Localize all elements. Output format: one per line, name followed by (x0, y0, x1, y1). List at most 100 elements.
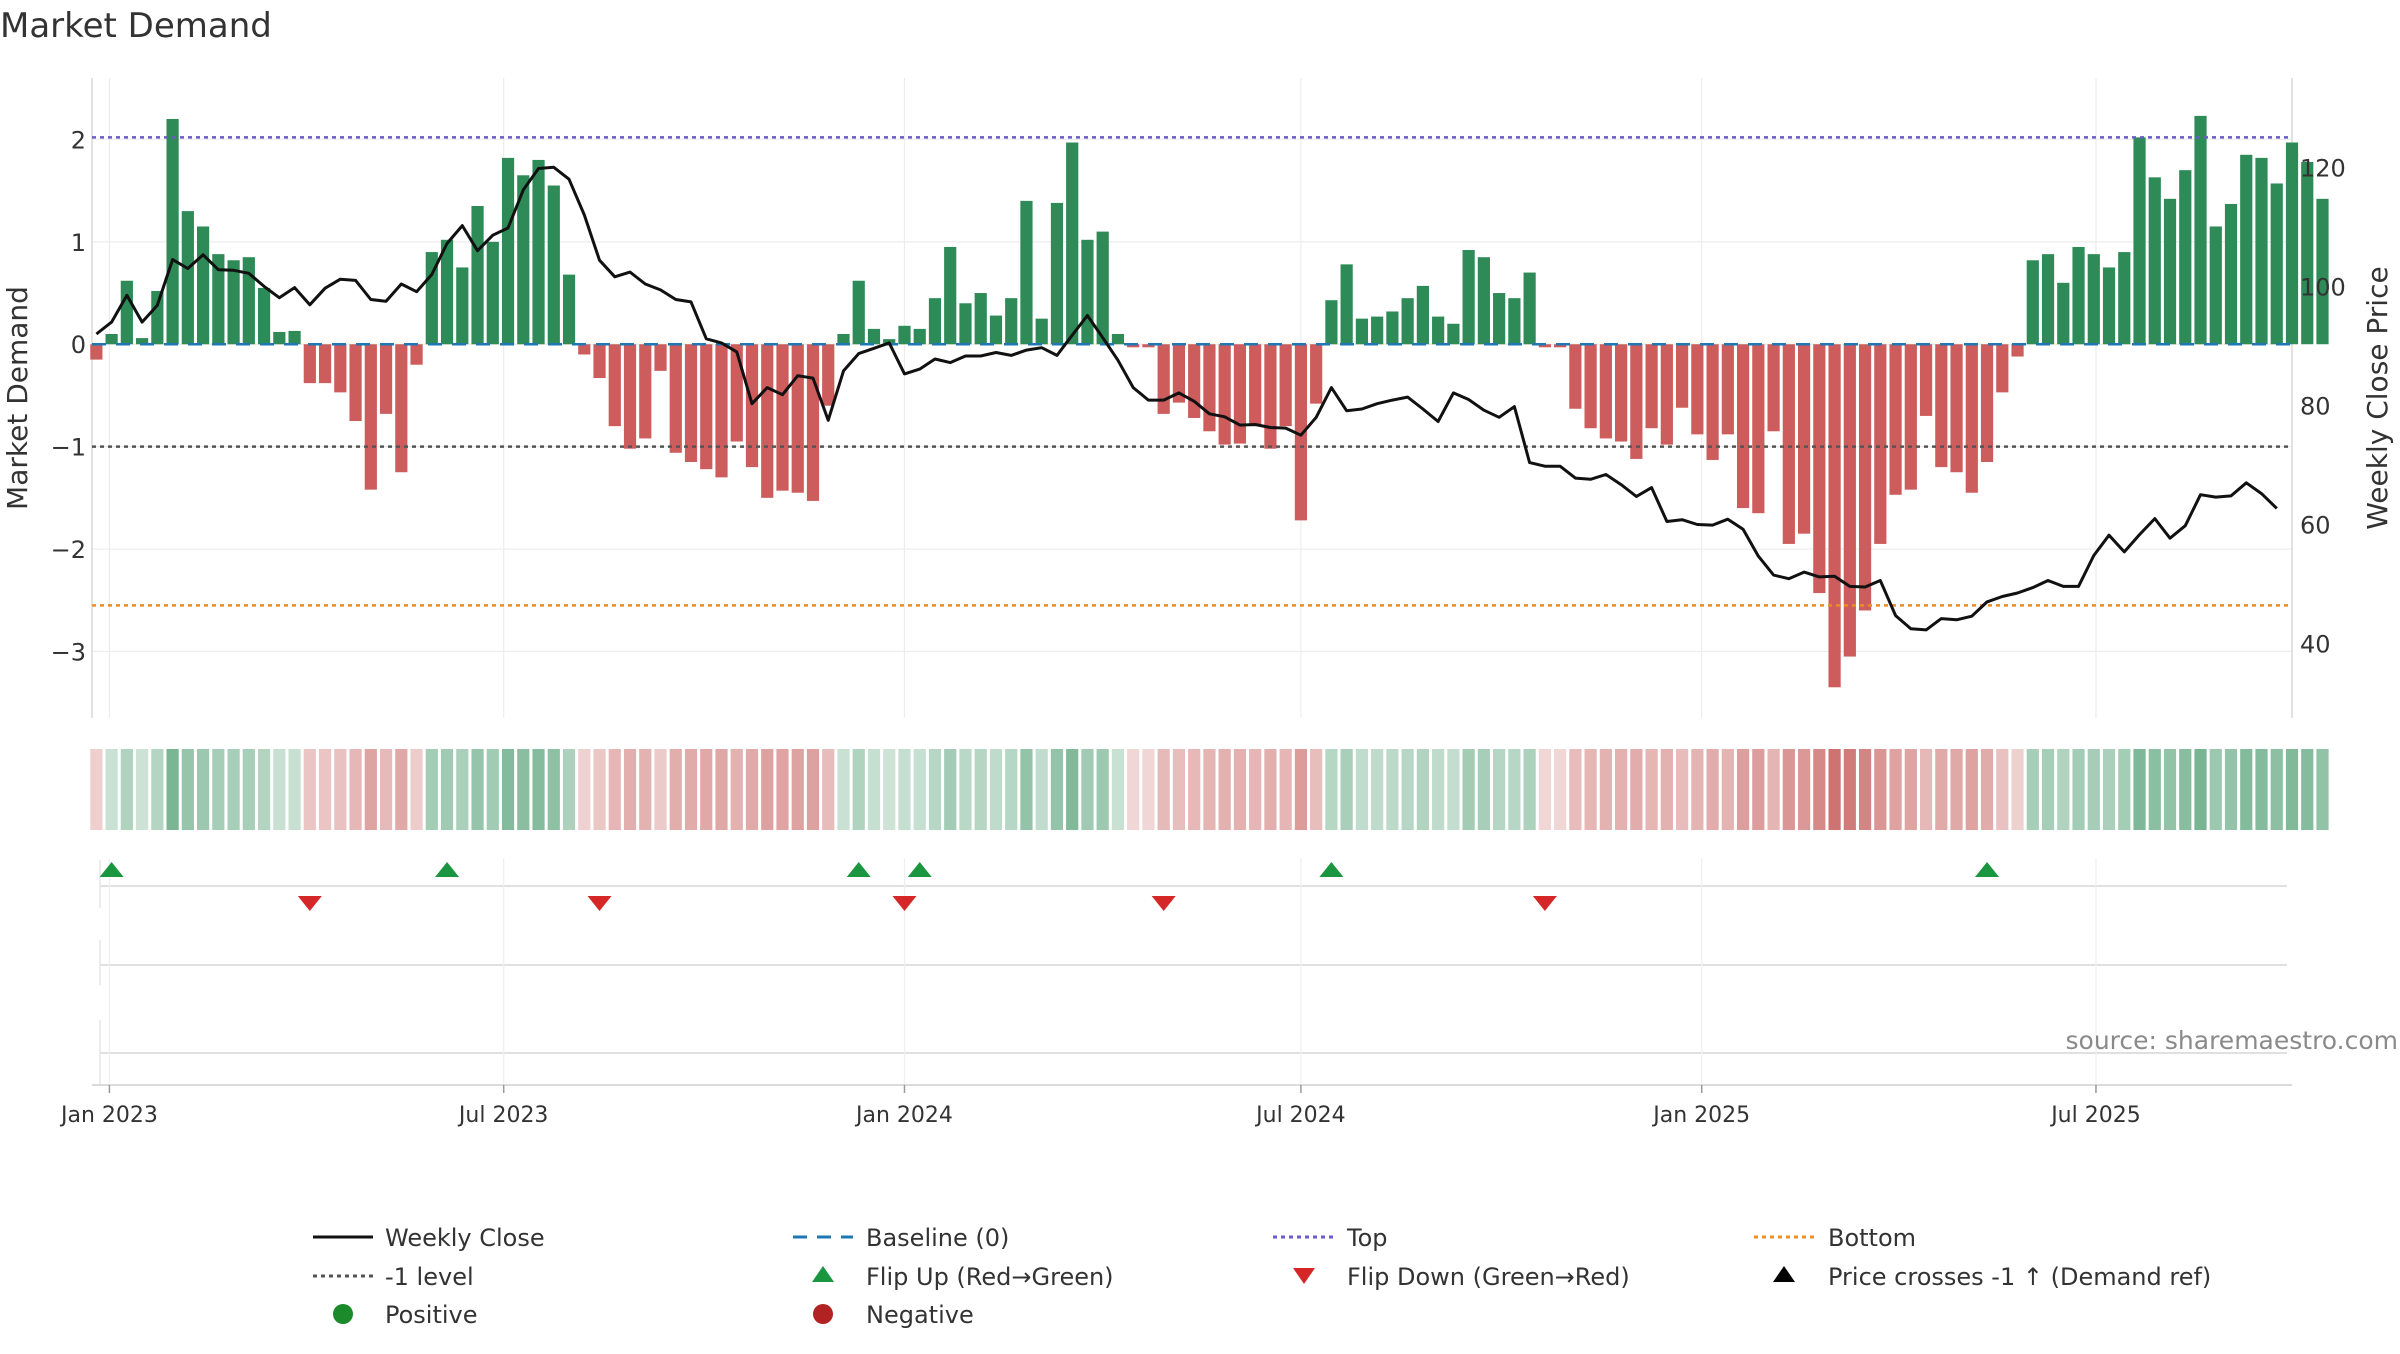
heat-cell (684, 749, 698, 830)
y-tick-label-right: 60 (2300, 512, 2331, 540)
heat-cell (364, 749, 377, 830)
demand-bar (2026, 260, 2039, 345)
heat-cell (273, 749, 286, 830)
flip-up-marker (846, 862, 871, 877)
legend-item-bottom: Bottom (1754, 1224, 1916, 1252)
flip-down-icon (1293, 1268, 1315, 1284)
demand-bar (2240, 154, 2253, 345)
heat-cell (1965, 749, 1978, 830)
price-cross-icon (1773, 1266, 1795, 1282)
demand-bar (1889, 344, 1902, 495)
heat-cell (2011, 749, 2024, 830)
demand-heat-strip (90, 749, 2329, 830)
demand-bar (2102, 267, 2116, 345)
heat-cell (1066, 749, 1079, 830)
demand-bar (2057, 282, 2070, 345)
event-panels-grid (99, 858, 2287, 1085)
heat-cell (578, 749, 591, 830)
demand-bar (959, 303, 972, 345)
demand-bar (593, 344, 606, 379)
demand-bar (1264, 344, 1277, 449)
demand-bar (273, 331, 286, 345)
heat-cell (913, 749, 926, 830)
heat-cell (1401, 749, 1414, 830)
heat-cell (1721, 749, 1734, 830)
legend-item-flip-down: Flip Down (Green→Red) (1293, 1263, 1630, 1291)
demand-bar (1965, 344, 1978, 493)
demand-bar (1020, 200, 1033, 345)
demand-bar (136, 338, 149, 345)
demand-bar (151, 290, 164, 345)
heat-cell (456, 749, 469, 830)
heat-cell (425, 749, 438, 830)
heat-cell (898, 749, 911, 830)
demand-bar (1615, 344, 1628, 442)
demand-bar (364, 344, 377, 490)
heat-cell (1005, 749, 1018, 830)
demand-bar (166, 118, 179, 345)
flip-up-marker (435, 862, 460, 877)
heat-cell (1249, 749, 1262, 830)
demand-bar (1340, 264, 1353, 345)
x-axis: Jan 2023 Jul 2023 Jan 2024 Jul 2024 Jan 2025… (59, 1085, 2141, 1128)
demand-bar (181, 211, 194, 345)
demand-bar (242, 257, 255, 345)
legend-item-flip-up: Flip Up (Red→Green) (812, 1263, 1114, 1291)
flip-up-icon (812, 1266, 834, 1282)
legend-item-top: Top (1273, 1224, 1388, 1252)
demand-bar (379, 344, 393, 414)
demand-bar (2270, 183, 2283, 345)
flip-up-marker (1975, 862, 2000, 877)
heat-cell (181, 749, 194, 830)
heat-cell (486, 749, 499, 830)
heat-cell (303, 749, 316, 830)
demand-bar (547, 185, 560, 345)
heat-cell (1706, 749, 1719, 830)
demand-bar (456, 267, 469, 345)
demand-bar (761, 344, 774, 498)
y-axis-left: 2 1 0 −1 −2 −3 (51, 126, 86, 666)
heat-cell (532, 749, 545, 830)
demand-bar (1172, 344, 1186, 403)
demand-bar (1157, 344, 1170, 414)
demand-bar (562, 274, 576, 345)
demand-bar (212, 254, 225, 345)
source-credit: source: sharemaestro.com (2066, 1026, 2399, 1055)
demand-bar (791, 344, 804, 493)
demand-bar (1096, 231, 1109, 345)
heat-cell (2240, 749, 2253, 830)
demand-bar (2041, 254, 2055, 345)
demand-bar (1386, 311, 1399, 345)
demand-bar (196, 226, 210, 345)
heat-cell (2118, 749, 2131, 830)
y-tick-label-right: 100 (2300, 273, 2346, 301)
demand-bar (974, 293, 987, 345)
heat-cell (593, 749, 606, 830)
demand-bar (2011, 344, 2024, 357)
demand-bar (913, 328, 926, 345)
heat-cell (1508, 749, 1521, 830)
y-tick-label-left: −1 (51, 434, 86, 462)
heat-cell (1340, 749, 1353, 830)
y-tick-label-left: 0 (71, 331, 86, 359)
heat-cell (2087, 749, 2100, 830)
flip-down-marker (297, 896, 322, 911)
heat-cell (136, 749, 149, 830)
demand-bar (288, 330, 301, 345)
heat-cell (1462, 749, 1475, 830)
demand-bars (90, 115, 2329, 688)
legend-item-positive: Positive (333, 1301, 478, 1329)
demand-bar (928, 298, 942, 345)
heat-cell (959, 749, 972, 830)
legend-label-bottom: Bottom (1828, 1224, 1916, 1252)
heat-cell (1813, 749, 1826, 830)
y-axis-right: 120 100 80 60 40 (2300, 154, 2346, 658)
heat-cell (1889, 749, 1902, 830)
heat-cell (1828, 749, 1841, 830)
positive-dot-icon (333, 1304, 353, 1324)
legend-item-weekly-close: Weekly Close (313, 1224, 545, 1252)
legend-label-negative: Negative (866, 1301, 974, 1329)
heat-cell (730, 749, 743, 830)
heat-cell (1264, 749, 1277, 830)
legend-item-negative: Negative (813, 1301, 974, 1329)
